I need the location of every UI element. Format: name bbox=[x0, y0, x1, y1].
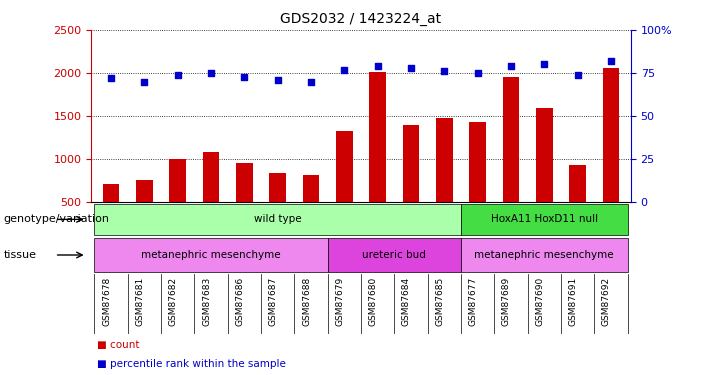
Text: ■ percentile rank within the sample: ■ percentile rank within the sample bbox=[97, 359, 285, 369]
Point bbox=[439, 68, 450, 74]
Bar bbox=[402, 125, 419, 246]
Text: HoxA11 HoxD11 null: HoxA11 HoxD11 null bbox=[491, 214, 598, 224]
Bar bbox=[461, 238, 627, 272]
Bar bbox=[603, 68, 619, 246]
Point bbox=[538, 62, 550, 68]
Bar bbox=[269, 173, 286, 246]
Text: GSM87684: GSM87684 bbox=[402, 277, 411, 326]
Point bbox=[239, 74, 250, 80]
Text: GSM87679: GSM87679 bbox=[335, 277, 344, 326]
Point bbox=[472, 70, 483, 76]
Text: GSM87689: GSM87689 bbox=[502, 277, 511, 326]
Text: GSM87678: GSM87678 bbox=[102, 277, 111, 326]
Point bbox=[205, 70, 217, 76]
Text: genotype/variation: genotype/variation bbox=[4, 214, 109, 224]
Bar bbox=[569, 165, 586, 246]
Bar bbox=[236, 163, 253, 246]
Text: GSM87680: GSM87680 bbox=[369, 277, 378, 326]
Text: ■ count: ■ count bbox=[97, 340, 139, 350]
Text: metanephric mesenchyme: metanephric mesenchyme bbox=[142, 250, 281, 260]
Text: GSM87687: GSM87687 bbox=[268, 277, 278, 326]
Text: GSM87685: GSM87685 bbox=[435, 277, 444, 326]
Title: GDS2032 / 1423224_at: GDS2032 / 1423224_at bbox=[280, 12, 442, 26]
Point bbox=[272, 77, 283, 83]
Bar bbox=[369, 72, 386, 246]
Bar bbox=[136, 180, 153, 246]
Bar bbox=[303, 175, 320, 246]
Bar bbox=[95, 238, 327, 272]
Text: metanephric mesenchyme: metanephric mesenchyme bbox=[475, 250, 614, 260]
Bar bbox=[436, 118, 453, 246]
Bar bbox=[503, 78, 519, 246]
Text: GSM87690: GSM87690 bbox=[536, 277, 544, 326]
Text: GSM87681: GSM87681 bbox=[135, 277, 144, 326]
Bar bbox=[336, 131, 353, 246]
Point bbox=[172, 72, 184, 78]
Text: GSM87682: GSM87682 bbox=[169, 277, 178, 326]
Point bbox=[306, 79, 317, 85]
Point bbox=[572, 72, 583, 78]
Text: ureteric bud: ureteric bud bbox=[362, 250, 426, 260]
Point bbox=[339, 67, 350, 73]
Bar bbox=[327, 238, 461, 272]
Text: GSM87686: GSM87686 bbox=[236, 277, 245, 326]
Point bbox=[505, 63, 517, 69]
Bar bbox=[170, 159, 186, 246]
Bar bbox=[203, 153, 219, 246]
Point bbox=[372, 63, 383, 69]
Point bbox=[405, 65, 416, 71]
Text: GSM87683: GSM87683 bbox=[202, 277, 211, 326]
Bar bbox=[95, 204, 461, 235]
Text: GSM87691: GSM87691 bbox=[569, 277, 578, 326]
Text: tissue: tissue bbox=[4, 250, 36, 260]
Bar bbox=[103, 183, 119, 246]
Bar bbox=[461, 204, 627, 235]
Text: GSM87688: GSM87688 bbox=[302, 277, 311, 326]
Text: GSM87692: GSM87692 bbox=[602, 277, 611, 326]
Point bbox=[605, 58, 616, 64]
Point bbox=[139, 79, 150, 85]
Bar bbox=[536, 108, 552, 246]
Text: wild type: wild type bbox=[254, 214, 301, 224]
Text: GSM87677: GSM87677 bbox=[469, 277, 477, 326]
Bar bbox=[469, 122, 486, 246]
Point bbox=[106, 75, 117, 81]
